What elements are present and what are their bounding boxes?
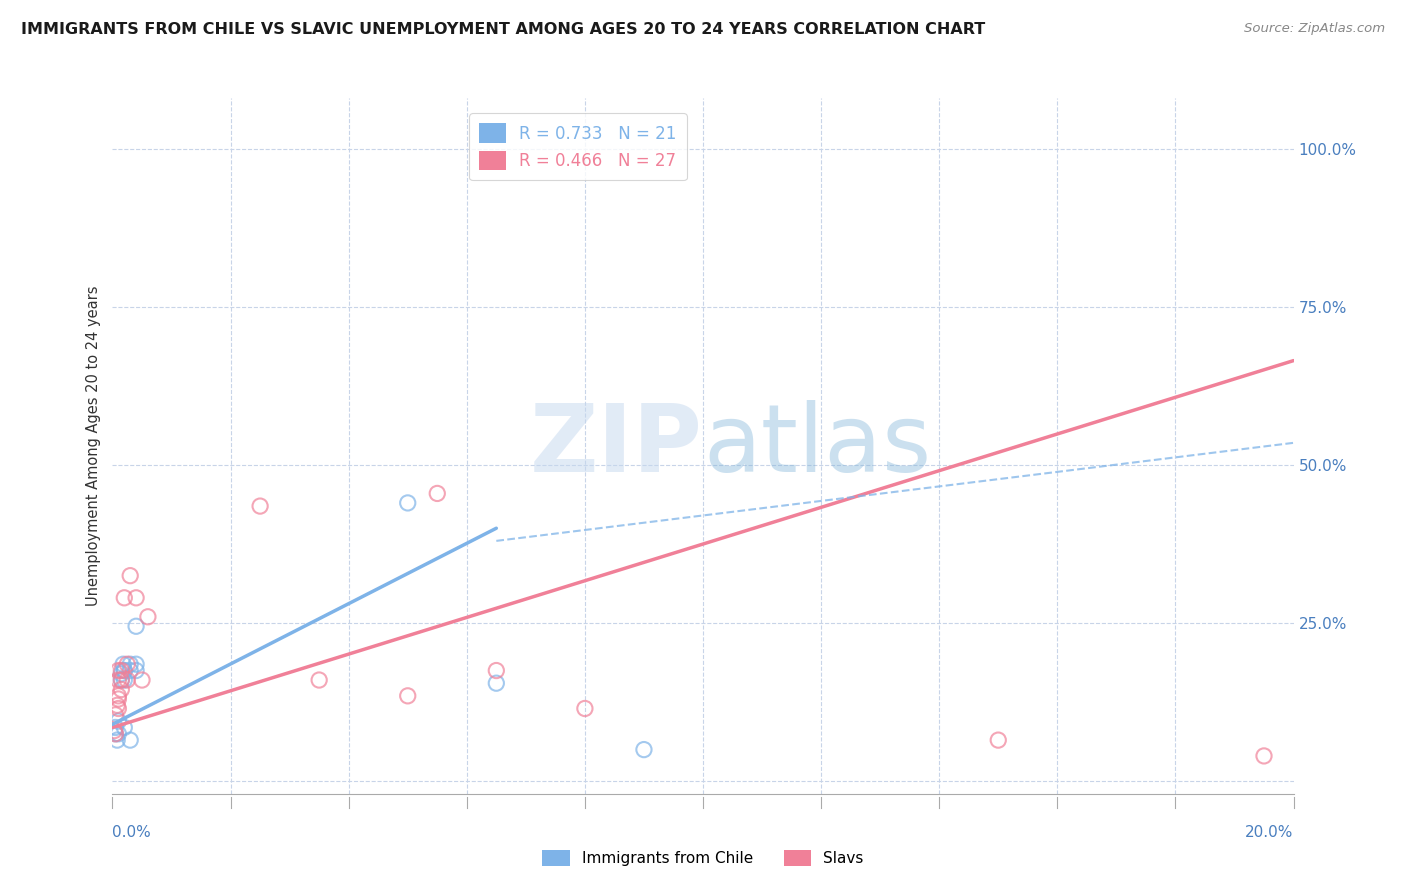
Point (107, 673, 129, 687)
Point (396, 496, 419, 510)
Point (131, 673, 153, 687)
Point (117, 657, 138, 672)
Point (125, 664, 148, 678)
Point (120, 657, 142, 672)
Text: ZIP: ZIP (530, 400, 703, 492)
Point (117, 673, 138, 687)
Point (136, 609, 159, 624)
Point (112, 721, 135, 735)
Point (103, 723, 125, 738)
Point (120, 568, 142, 582)
Point (308, 673, 330, 687)
Text: 20.0%: 20.0% (1246, 825, 1294, 840)
Point (107, 689, 129, 703)
Point (105, 733, 128, 747)
Point (107, 664, 129, 678)
Point (110, 682, 132, 697)
Point (426, 486, 449, 500)
Point (107, 727, 129, 741)
Legend: R = 0.733   N = 21, R = 0.466   N = 27: R = 0.733 N = 21, R = 0.466 N = 27 (470, 113, 686, 180)
Point (110, 664, 132, 678)
Point (485, 664, 508, 678)
Point (107, 692, 129, 706)
Point (110, 673, 132, 687)
Text: atlas: atlas (703, 400, 931, 492)
Point (112, 673, 135, 687)
Point (112, 657, 135, 672)
Point (110, 673, 132, 687)
Point (105, 698, 128, 713)
Point (112, 664, 135, 678)
Point (125, 657, 148, 672)
Point (574, 701, 596, 715)
Text: IMMIGRANTS FROM CHILE VS SLAVIC UNEMPLOYMENT AMONG AGES 20 TO 24 YEARS CORRELATI: IMMIGRANTS FROM CHILE VS SLAVIC UNEMPLOY… (21, 22, 986, 37)
Point (104, 707, 127, 722)
Point (104, 727, 127, 741)
Point (107, 701, 129, 715)
Text: 0.0%: 0.0% (112, 825, 152, 840)
Point (120, 664, 142, 678)
Point (107, 714, 129, 728)
Point (1253, 748, 1275, 763)
Point (112, 664, 135, 678)
Point (485, 676, 508, 690)
Y-axis label: Unemployment Among Ages 20 to 24 years: Unemployment Among Ages 20 to 24 years (86, 285, 101, 607)
Point (125, 619, 148, 633)
Point (633, 742, 655, 756)
Point (396, 689, 419, 703)
Point (110, 666, 132, 681)
Point (125, 591, 148, 605)
Point (104, 721, 127, 735)
Point (120, 733, 142, 747)
Point (112, 591, 135, 605)
Point (249, 499, 271, 513)
Point (987, 733, 1010, 747)
Text: Source: ZipAtlas.com: Source: ZipAtlas.com (1244, 22, 1385, 36)
Point (104, 727, 127, 741)
